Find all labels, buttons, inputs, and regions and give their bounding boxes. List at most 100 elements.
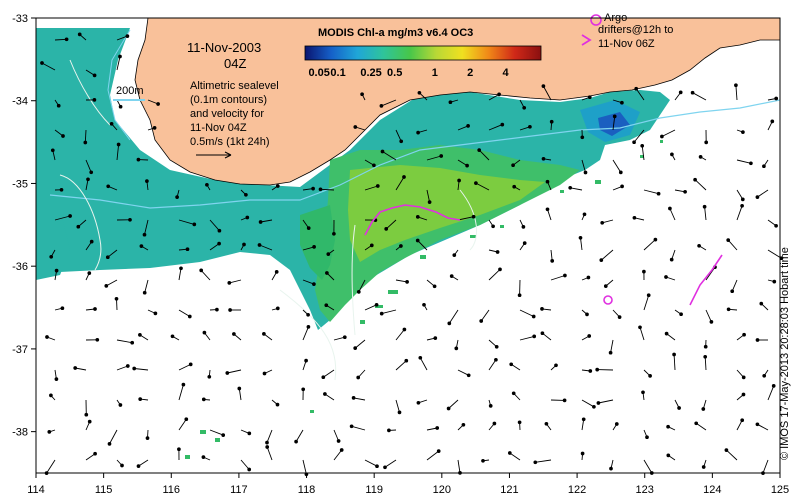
velocity-vector <box>302 459 307 475</box>
velocity-vector-head <box>152 126 157 130</box>
x-tick-label: 119 <box>365 484 383 496</box>
velocity-vector-head <box>435 426 440 430</box>
map-time: 04Z <box>224 56 247 71</box>
velocity-vector-head <box>645 435 649 440</box>
velocity-vector-head <box>107 442 112 446</box>
velocity-vector-head <box>125 364 130 368</box>
x-tick-label: 114 <box>27 484 45 496</box>
velocity-vector <box>601 249 614 261</box>
velocity-vector-head <box>228 308 232 312</box>
credit-text: © IMOS 17-May-2013 20:28:03 Hobart time <box>779 247 791 460</box>
velocity-vector-head <box>374 302 379 307</box>
velocity-vector-head <box>227 281 232 285</box>
velocity-vector-head <box>668 206 672 211</box>
velocity-vector-head <box>201 455 206 459</box>
velocity-vector-head <box>311 186 315 191</box>
velocity-vector <box>106 279 118 287</box>
velocity-vector-head <box>324 303 329 308</box>
velocity-vector <box>488 359 497 371</box>
velocity-vector <box>178 309 191 317</box>
velocity-vector-head <box>304 358 308 363</box>
velocity-vector-head <box>87 419 92 424</box>
velocity-vector-head <box>632 140 636 145</box>
velocity-vector-head <box>679 312 683 317</box>
argo-line-2: drifters@12h to <box>598 24 674 36</box>
x-tick-label: 116 <box>162 484 180 496</box>
velocity-vector-head <box>522 241 527 245</box>
velocity-vector <box>385 219 397 230</box>
velocity-vector-head <box>545 207 550 212</box>
velocity-vector-head <box>447 321 452 326</box>
velocity-vector-head <box>306 226 311 230</box>
velocity-vector-head <box>294 439 298 444</box>
velocity-vector-head <box>262 371 267 376</box>
velocity-scale-arrow <box>196 151 232 159</box>
velocity-vector-head <box>454 346 459 351</box>
velocity-vector-head <box>68 214 72 218</box>
velocity-vector-head <box>247 431 252 436</box>
velocity-vector <box>229 279 242 284</box>
x-tick-label: 115 <box>95 484 113 496</box>
velocity-vector <box>736 159 752 164</box>
velocity-vector-head <box>427 200 432 204</box>
velocity-vector-head <box>217 228 222 233</box>
velocity-vector-head <box>755 338 760 342</box>
velocity-vector <box>643 189 659 195</box>
colorbar-tick-label: 0.25 <box>360 67 381 79</box>
velocity-vector <box>669 208 676 221</box>
argo-line-3: 11-Nov 06Z <box>598 38 655 50</box>
velocity-vector-head <box>507 451 512 455</box>
y-axis: -33 -34 -35 -36 -37 -38 <box>12 13 36 439</box>
velocity-vector-head <box>677 406 681 410</box>
velocity-vector-head <box>704 140 709 145</box>
velocity-vector-head <box>690 90 695 95</box>
velocity-vector <box>116 339 133 344</box>
velocity-vector-head <box>608 350 613 355</box>
velocity-vector-head <box>498 267 502 272</box>
x-tick-label: 121 <box>500 484 518 496</box>
velocity-vector-head <box>771 384 776 388</box>
velocity-vector <box>426 189 431 203</box>
velocity-vector <box>426 450 439 461</box>
velocity-vector-head <box>187 314 192 319</box>
velocity-vector-head <box>495 250 500 254</box>
velocity-vector <box>488 269 501 281</box>
velocity-vector-head <box>477 148 482 152</box>
velocity-vector-head <box>741 130 745 134</box>
velocity-vector <box>178 418 187 431</box>
velocity-vector-head <box>258 220 263 224</box>
colorbar-tick-label: 0.1 <box>330 67 345 79</box>
velocity-vector-head <box>145 179 149 183</box>
velocity-vector-head <box>774 96 779 101</box>
velocity-vector-head <box>540 331 545 336</box>
velocity-vector-head <box>95 337 100 342</box>
velocity-vector-head <box>755 195 760 199</box>
velocity-vector <box>364 459 378 467</box>
velocity-vector-head <box>583 170 588 175</box>
velocity-vector <box>727 239 738 251</box>
velocity-vector-head <box>415 238 420 243</box>
velocity-vector <box>178 363 191 371</box>
velocity-vector-head <box>580 451 585 456</box>
velocity-vector <box>358 279 366 293</box>
velocity-vector-head <box>585 312 589 317</box>
velocity-vector-head <box>509 362 514 367</box>
velocity-vector <box>200 270 211 281</box>
velocity-vector <box>419 357 428 371</box>
velocity-vector <box>116 56 121 71</box>
velocity-vector <box>704 206 707 221</box>
velocity-vector-head <box>321 375 326 380</box>
velocity-vector-head <box>118 403 123 407</box>
x-tick-label: 118 <box>298 484 316 496</box>
velocity-vector <box>116 298 118 311</box>
velocity-vector-head <box>130 340 135 345</box>
velocity-vector-head <box>356 290 361 294</box>
velocity-vector-head <box>669 257 674 262</box>
velocity-vector-head <box>465 163 469 168</box>
velocity-vector-head <box>87 271 92 275</box>
y-tick-label: -33 <box>12 13 28 25</box>
velocity-vector-head <box>47 430 52 434</box>
velocity-vector-head <box>175 195 179 199</box>
velocity-vector-head <box>416 130 420 135</box>
velocity-vector-head <box>332 231 336 236</box>
